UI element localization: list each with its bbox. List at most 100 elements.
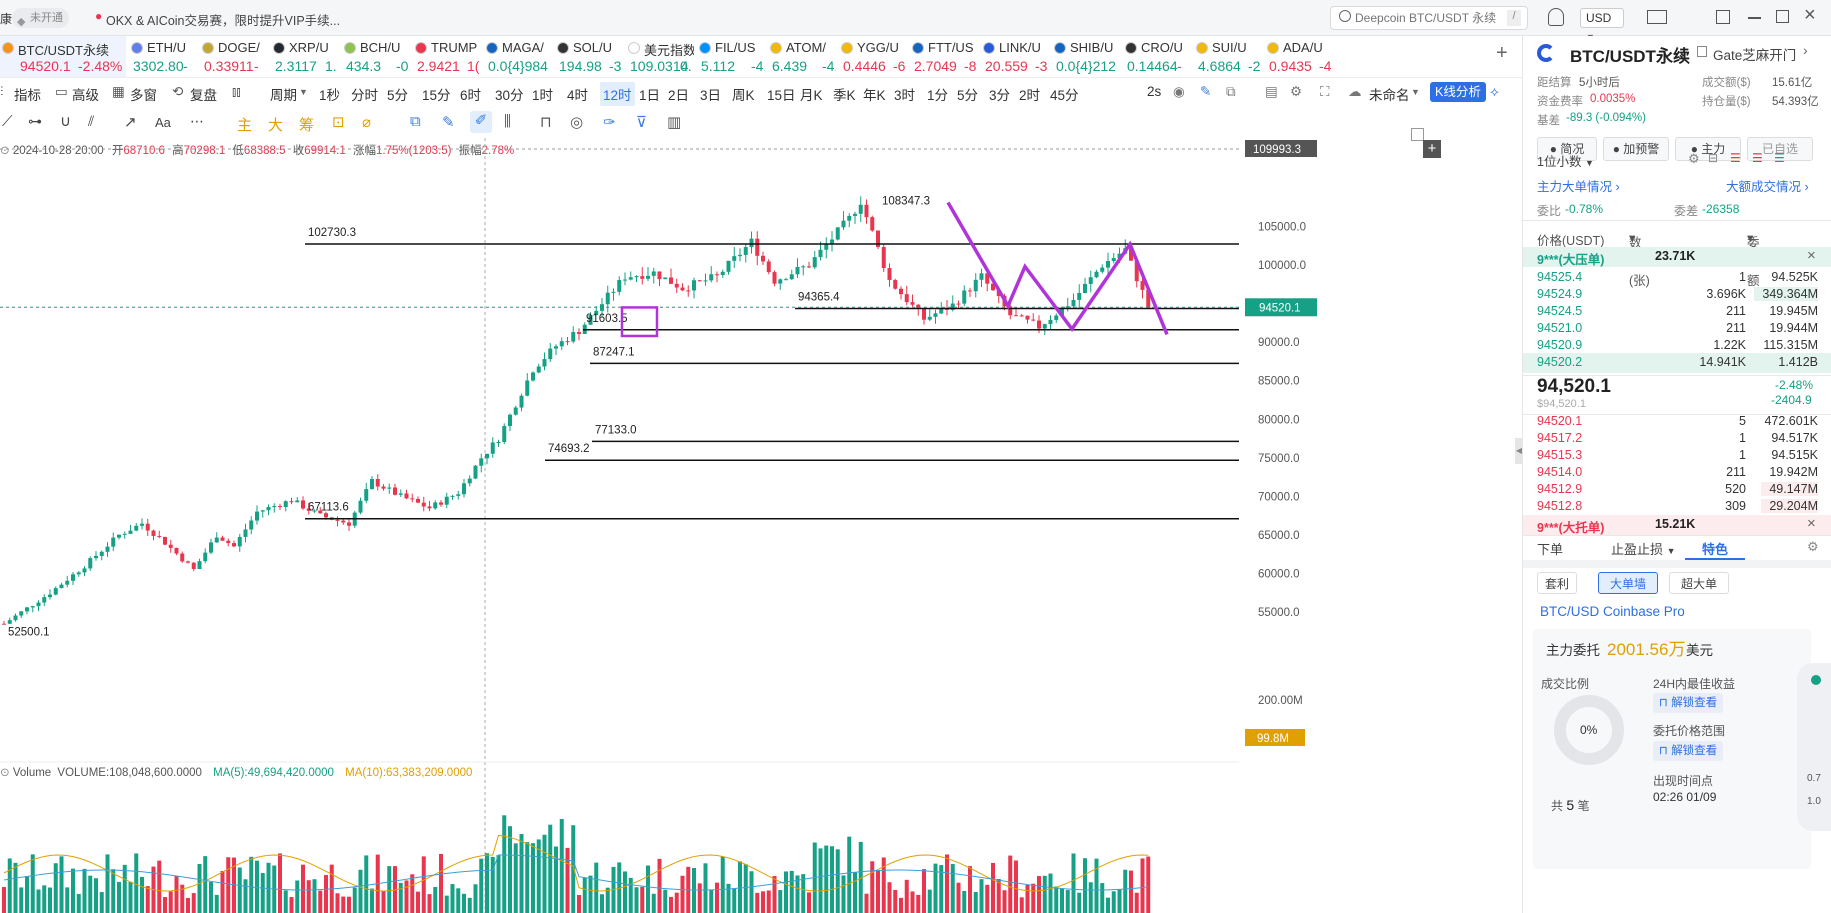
interval-4[interactable]: 6时 <box>460 88 482 103</box>
pencil-icon[interactable]: ✎ <box>442 114 455 131</box>
view-mode-icon-1[interactable]: ⊟ <box>1708 151 1719 165</box>
close-icon[interactable]: × <box>1804 4 1816 26</box>
chips-toggle[interactable]: 筹 <box>299 117 315 134</box>
minimize-icon[interactable] <box>1748 17 1761 19</box>
settings-icon[interactable]: ⚙ <box>1290 84 1303 99</box>
interval-20[interactable]: 3分 <box>989 88 1011 103</box>
bid-row[interactable]: 94515.3 1 94.515K <box>1523 446 1831 466</box>
ask-row[interactable]: 94525.4 1 94.525K <box>1523 268 1831 288</box>
copy-icon[interactable]: ⧉ <box>410 113 421 130</box>
ask-row[interactable]: 94520.9 1.22K 115.315M <box>1523 336 1831 356</box>
interval-15[interactable]: 季K <box>833 88 856 103</box>
interval-2[interactable]: 5分 <box>387 88 409 103</box>
unlock-button-2[interactable]: ⊓ 解锁查看 <box>1653 741 1724 761</box>
col-amount[interactable]: 委托额 ▾ <box>1747 231 1760 288</box>
channel-tool-icon[interactable]: ⫽ <box>88 113 95 129</box>
search-box[interactable]: / <box>1330 6 1528 30</box>
copy-symbol-icon[interactable] <box>1697 46 1707 57</box>
add-ticker-icon[interactable]: + <box>1496 42 1508 64</box>
interval-3[interactable]: 15分 <box>422 88 451 103</box>
tab-order[interactable]: 下单 <box>1537 542 1564 557</box>
promo-text[interactable]: OKX & AICoin交易赛，限时提升VIP手续... <box>106 14 341 28</box>
period-button[interactable]: 周期 <box>270 88 297 103</box>
maximize-icon[interactable] <box>1776 10 1789 23</box>
interval-6[interactable]: 1时 <box>532 88 554 103</box>
big-order-toggle[interactable]: 大 <box>268 117 284 134</box>
chip-arbitrage[interactable]: 套利 <box>1537 572 1577 594</box>
interval-13[interactable]: 15日 <box>767 88 796 103</box>
panel-settings-icon[interactable]: ⚙ <box>1807 539 1819 554</box>
lock-icon[interactable]: ⊓ <box>540 114 552 131</box>
interval-16[interactable]: 年K <box>863 88 886 103</box>
chart-fullscreen-icon[interactable] <box>1411 128 1424 141</box>
tab-overview[interactable]: ● 简况 <box>1537 137 1597 161</box>
unlock-button-1[interactable]: ⊓ 解锁查看 <box>1653 693 1724 713</box>
source-link[interactable]: BTC/USD Coinbase Pro <box>1540 604 1685 619</box>
text-tool-icon[interactable]: Aa <box>155 115 171 130</box>
interval-0[interactable]: 1秒 <box>319 88 341 103</box>
candle-style-icon[interactable]: ⫼ <box>504 113 511 130</box>
main-chart-toggle[interactable]: 主 <box>237 117 253 134</box>
ticker-item[interactable]: YGG/U 0.4446 -6 <box>839 36 907 77</box>
ticker-item[interactable]: BCH/U 434.3 -0. <box>342 36 410 77</box>
add-line-button[interactable]: + <box>1423 140 1441 158</box>
layout-name[interactable]: 未命名 <box>1369 88 1410 103</box>
interval-5[interactable]: 30分 <box>495 88 524 103</box>
interval-22[interactable]: 45分 <box>1050 88 1079 103</box>
big-bid-row[interactable]: 9***(大托单) 15.21K × <box>1523 515 1831 535</box>
bid-row[interactable]: 94512.8 309 29.204M <box>1523 497 1831 517</box>
ticker-item[interactable]: MAGA/0.0{4}984 <box>484 36 552 77</box>
bid-row[interactable]: 94514.0 211 19.942M <box>1523 463 1831 483</box>
ticker-item[interactable]: ETH/U 3302.80- <box>129 36 197 77</box>
mail-icon[interactable] <box>1647 10 1667 24</box>
ticker-item[interactable]: SHIB/U 0.0{4}212 <box>1052 36 1120 77</box>
orderbook-settings-icon[interactable]: ⚙ <box>1688 151 1700 166</box>
bid-row[interactable]: 94520.1 5 472.601K <box>1523 412 1831 432</box>
view-mode-icon-4[interactable]: ☰ <box>1774 151 1785 165</box>
ask-row[interactable]: 94520.2 14.941K 1.412B <box>1523 353 1831 373</box>
search-input[interactable] <box>1355 9 1497 27</box>
share-window-icon[interactable]: ⧉ <box>1226 84 1236 99</box>
drawn-zigzag[interactable] <box>946 201 1169 336</box>
advanced-button[interactable]: 高级 <box>72 88 99 103</box>
interval-7[interactable]: 4时 <box>567 88 589 103</box>
camera-icon[interactable]: ◉ <box>1173 84 1185 99</box>
col-qty[interactable]: 数量 (张) ▾ <box>1629 231 1650 288</box>
col-price[interactable]: 价格(USDT) <box>1537 234 1605 248</box>
chip-super-big[interactable]: 超大单 <box>1669 572 1729 594</box>
interval-9[interactable]: 1日 <box>639 88 661 103</box>
chart-type-icon[interactable]: ⫾⫾ <box>232 84 241 99</box>
eraser-icon[interactable]: ⌀ <box>362 114 372 131</box>
vip-badge[interactable]: ◆ 未开通 <box>12 8 69 28</box>
symbol-title[interactable]: BTC/USDT永续 <box>1570 47 1690 66</box>
view-mode-icon-3[interactable]: ☰ <box>1752 151 1763 165</box>
ticker-item[interactable]: ATOM/6.439 -4. <box>768 36 836 77</box>
cloud-icon[interactable]: ☁ <box>1348 84 1362 99</box>
big-order-link[interactable]: 主力大单情况 › <box>1537 180 1620 194</box>
exchange-name[interactable]: Gate芝麻开门 <box>1713 48 1797 63</box>
chip-big-wall[interactable]: 大单墙 <box>1598 572 1658 594</box>
ticker-item[interactable]: SUI/U 4.6864 -2 <box>1194 36 1262 77</box>
curve-tool-icon[interactable]: ∪ <box>60 113 71 130</box>
line-tool-icon[interactable]: ⟋ <box>2 113 13 130</box>
ticker-item[interactable]: DOGE/0.33911- <box>200 36 268 77</box>
magnet-icon[interactable]: ⊡ <box>332 114 345 131</box>
ask-row[interactable]: 94524.9 3.696K 349.364M <box>1523 285 1831 305</box>
bell-icon[interactable] <box>1548 8 1564 26</box>
drawn-box[interactable] <box>620 306 659 338</box>
share-icon[interactable]: ⟡ <box>1490 84 1499 99</box>
interval-14[interactable]: 月K <box>800 88 823 103</box>
eye-icon[interactable]: ◎ <box>570 114 584 131</box>
interval-17[interactable]: 3时 <box>894 88 916 103</box>
ticker-item[interactable]: BTC/USDT永续 94520.1 -2.48% <box>0 36 126 77</box>
interval-19[interactable]: 5分 <box>957 88 979 103</box>
tab-favorite[interactable]: 已自选 <box>1747 137 1813 161</box>
interval-21[interactable]: 2时 <box>1019 88 1041 103</box>
window-snap-icon[interactable] <box>1716 10 1730 24</box>
tab-alert[interactable]: ● 加预警 <box>1603 137 1669 161</box>
hline-tool-icon[interactable]: ⊶ <box>28 113 42 129</box>
close-big-bid-icon[interactable]: × <box>1807 515 1816 532</box>
ask-row[interactable]: 94524.5 211 19.945M <box>1523 302 1831 322</box>
interval-1[interactable]: 分时 <box>351 88 378 103</box>
pen-icon[interactable]: ✎ <box>1200 84 1212 99</box>
